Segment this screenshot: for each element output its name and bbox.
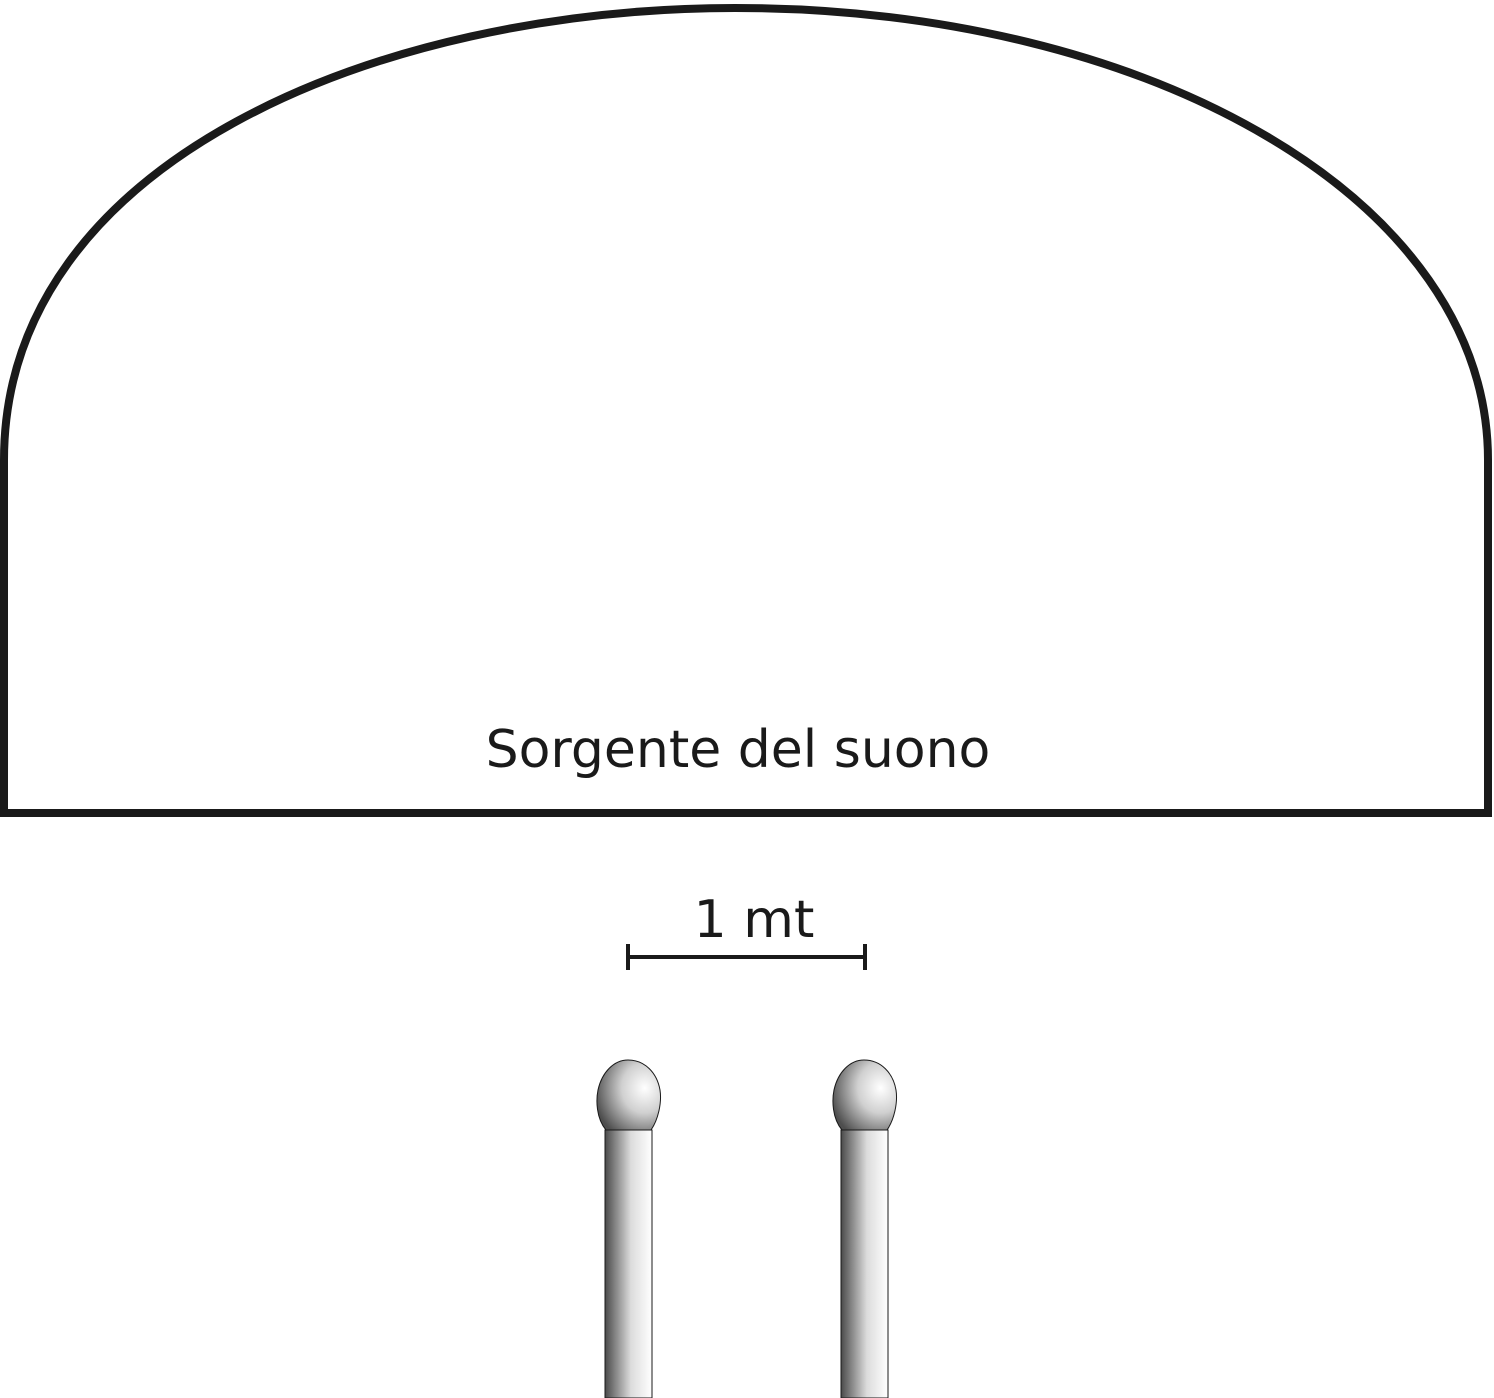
sound-source-outline <box>0 3 1492 817</box>
microphone-right <box>832 1059 897 1398</box>
distance-dimension-line <box>626 944 867 970</box>
microphone-left <box>596 1059 661 1398</box>
microphone-left-body <box>604 1129 653 1398</box>
microphone-right-body <box>840 1129 889 1398</box>
distance-label: 1 mt <box>694 890 815 950</box>
microphone-left-head <box>596 1059 661 1131</box>
sound-source-label: Sorgente del suono <box>486 720 991 780</box>
microphone-right-head <box>832 1059 897 1131</box>
